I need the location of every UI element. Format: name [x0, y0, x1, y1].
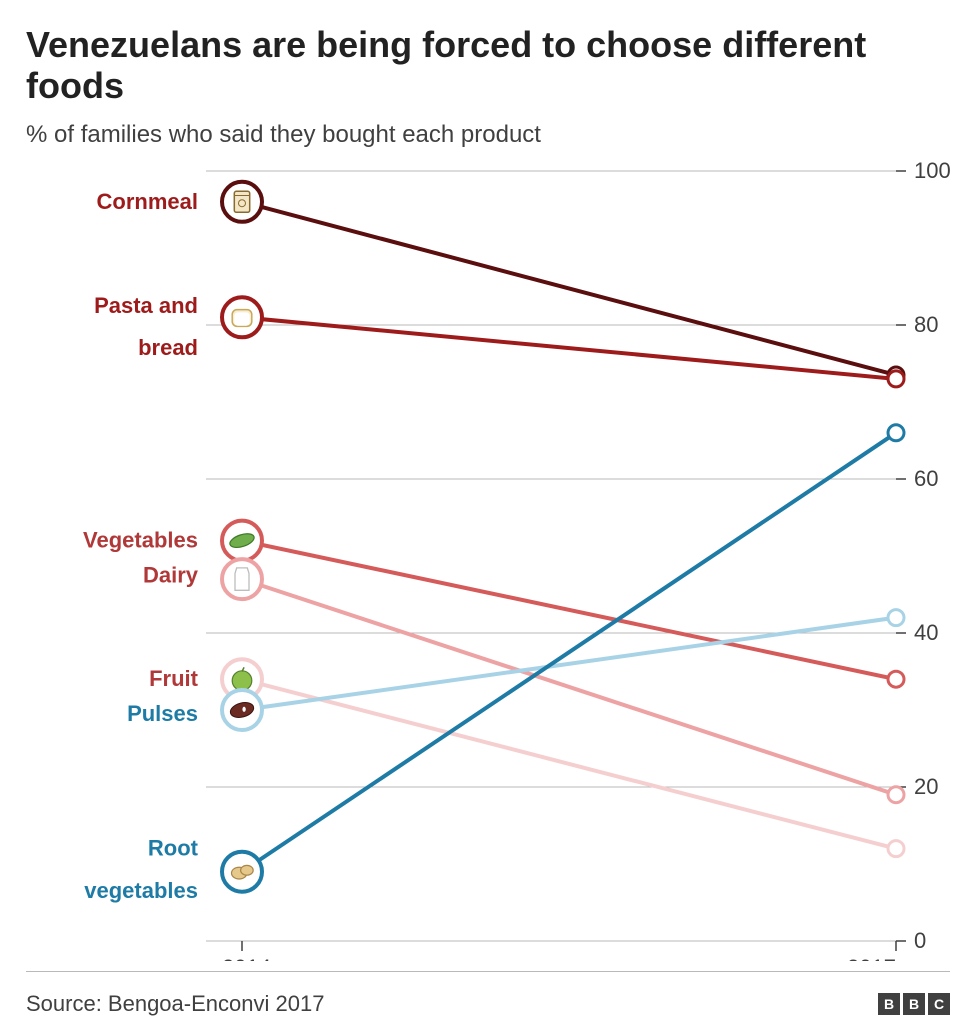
- label-fruit: Fruit: [149, 666, 199, 691]
- marker-cornmeal-icon: [222, 182, 262, 222]
- slope-chart: 0 20 40 60 80 100 2014 2017 Cornmeal Pasta and bre…: [26, 161, 950, 961]
- label-pasta-bread: Pasta and: [94, 293, 198, 318]
- bbc-logo-letter: B: [878, 993, 900, 1015]
- marker-dairy-icon: [222, 559, 262, 599]
- label-pulses: Pulses: [127, 701, 198, 726]
- svg-text:60: 60: [914, 466, 938, 491]
- label-pasta-bread: bread: [138, 335, 198, 360]
- bbc-logo-letter: B: [903, 993, 925, 1015]
- bbc-logo: B B C: [878, 993, 950, 1015]
- svg-text:100: 100: [914, 161, 950, 183]
- label-vegetables: Vegetables: [83, 527, 198, 552]
- label-root-veg: vegetables: [84, 878, 198, 903]
- label-root-veg: Root: [148, 835, 199, 860]
- chart-title: Venezuelans are being forced to choose d…: [26, 24, 950, 107]
- chart-footer: Source: Bengoa-Enconvi 2017 B B C: [26, 971, 950, 1036]
- label-cornmeal: Cornmeal: [97, 189, 198, 214]
- marker-vegetables-icon: [222, 520, 262, 560]
- svg-text:40: 40: [914, 620, 938, 645]
- svg-text:0: 0: [914, 928, 926, 953]
- chart-subtitle: % of families who said they bought each …: [26, 121, 950, 149]
- marker-root-veg-icon: [222, 851, 262, 891]
- marker-pasta-bread-icon: [222, 297, 262, 337]
- svg-text:2014: 2014: [222, 955, 271, 961]
- svg-text:2017: 2017: [847, 955, 896, 961]
- source-text: Source: Bengoa-Enconvi 2017: [26, 991, 324, 1017]
- label-dairy: Dairy: [143, 562, 199, 587]
- svg-text:80: 80: [914, 312, 938, 337]
- chart-container: Venezuelans are being forced to choose d…: [0, 0, 976, 1036]
- bbc-logo-letter: C: [928, 993, 950, 1015]
- svg-text:20: 20: [914, 774, 938, 799]
- marker-pulses-icon: [222, 690, 262, 730]
